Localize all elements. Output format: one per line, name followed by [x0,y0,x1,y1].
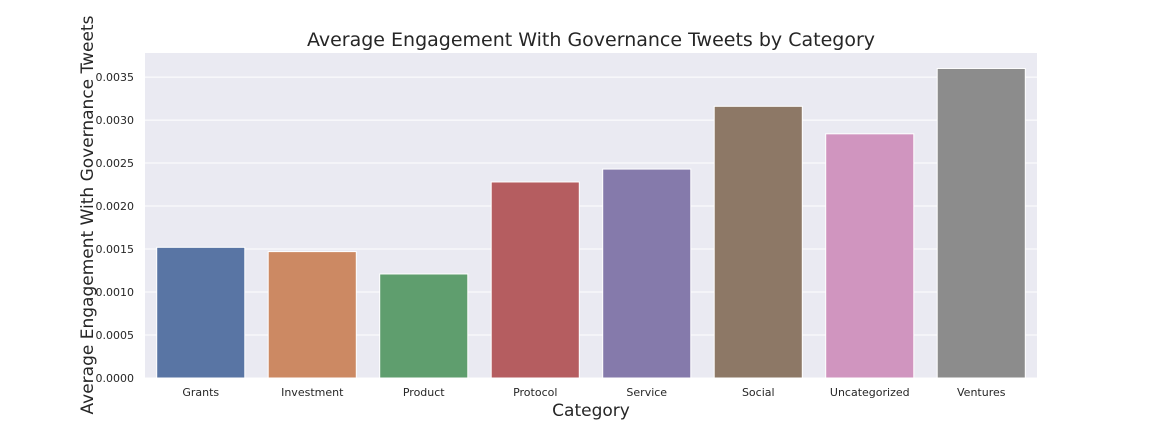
x-tick-label: Product [403,386,445,399]
y-tick-label: 0.0020 [96,200,135,213]
chart-title: Average Engagement With Governance Tweet… [307,29,875,51]
y-tick-label: 0.0035 [96,71,135,84]
bar-protocol [490,181,580,379]
y-tick-label: 0.0030 [96,114,135,127]
y-tick-label: 0.0015 [96,243,135,256]
y-axis-label: Average Engagement With Governance Tweet… [78,15,98,414]
y-tick-label: 0.0000 [96,372,135,385]
y-tick-label: 0.0025 [96,157,135,170]
bar-investment [267,251,357,379]
x-tick-label: Grants [182,386,219,399]
bar-product [379,273,469,379]
bar-social [713,105,803,379]
x-axis-label: Category [552,401,630,421]
y-tick-label: 0.0005 [96,329,135,342]
bar-grants [156,246,246,379]
x-tick-label: Investment [281,386,344,399]
x-tick-label: Uncategorized [830,386,910,399]
x-tick-label: Ventures [957,386,1006,399]
x-tick-label: Service [626,386,667,399]
x-axis-ticks: Grants Investment Product Protocol Service So… [182,386,1005,399]
bar-uncategorized [825,133,915,379]
bar-ventures [936,67,1026,379]
x-tick-label: Protocol [513,386,557,399]
y-axis-ticks: 0.0000 0.0005 0.0010 0.0015 0.0020 0.0025 0.00… [96,71,135,385]
bar-service [602,168,692,379]
y-tick-label: 0.0010 [96,286,135,299]
x-tick-label: Social [742,386,775,399]
bars [156,67,1026,379]
